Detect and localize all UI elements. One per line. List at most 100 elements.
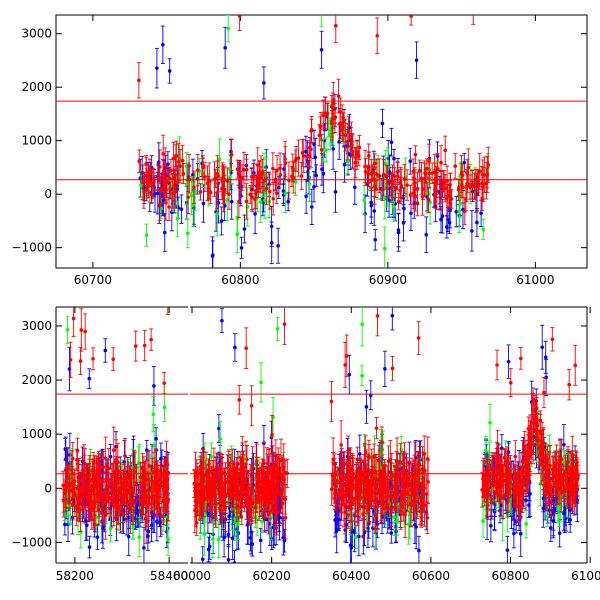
- data-marker: [331, 147, 335, 151]
- data-marker: [457, 210, 461, 214]
- data-marker: [366, 172, 370, 176]
- data-marker: [470, 229, 474, 233]
- x-tick-label: 60700: [74, 273, 112, 287]
- y-tick-label: 1000: [21, 134, 52, 148]
- data-point-top-blue: [380, 109, 384, 137]
- data-marker: [165, 180, 169, 184]
- y-tick-label: 0: [44, 187, 52, 201]
- data-point-top-blue: [262, 67, 266, 99]
- data-marker: [417, 549, 421, 553]
- data-marker: [206, 182, 210, 186]
- data-marker: [392, 157, 396, 161]
- data-marker: [142, 546, 146, 550]
- data-marker: [283, 157, 287, 161]
- data-marker: [249, 536, 253, 540]
- data-point-bottom-blue: [142, 527, 146, 568]
- data-point-bottom-blue: [505, 536, 509, 564]
- data-marker: [433, 193, 437, 197]
- data-point-top-red: [408, 185, 412, 204]
- y-tick-label: −1000: [11, 535, 52, 549]
- data-marker: [467, 166, 471, 170]
- data-point-bottom-blue: [103, 339, 107, 363]
- data-point-top-red: [439, 146, 443, 180]
- data-marker: [250, 175, 254, 179]
- y-tick-label: −1000: [11, 241, 52, 255]
- data-point-bottom-blue: [369, 381, 373, 410]
- data-marker: [393, 174, 397, 178]
- data-marker: [177, 160, 181, 164]
- x-tick-label: 60800: [491, 569, 529, 583]
- data-point-bottom-blue: [88, 536, 92, 558]
- data-marker: [394, 530, 398, 534]
- data-point-top-red: [296, 140, 300, 176]
- data-marker: [475, 221, 479, 225]
- data-marker: [202, 202, 206, 206]
- data-marker: [310, 128, 314, 132]
- data-point-top-green: [362, 186, 366, 215]
- y-tick-label: 3000: [21, 27, 52, 41]
- data-marker: [104, 349, 108, 353]
- data-marker: [439, 218, 443, 222]
- data-point-bottom-blue: [383, 351, 387, 386]
- data-marker: [144, 162, 148, 166]
- data-marker: [270, 241, 274, 245]
- data-marker: [213, 177, 217, 181]
- data-marker: [245, 200, 249, 204]
- data-marker: [259, 172, 263, 176]
- data-marker: [181, 159, 185, 163]
- data-marker: [169, 183, 173, 187]
- data-marker: [415, 58, 419, 62]
- data-marker: [438, 195, 442, 199]
- data-marker: [308, 154, 312, 158]
- data-marker: [326, 112, 330, 116]
- data-marker: [394, 187, 398, 191]
- data-marker: [399, 184, 403, 188]
- data-marker: [63, 523, 67, 527]
- data-marker: [373, 238, 377, 242]
- data-point-top-blue: [223, 27, 227, 68]
- data-marker: [413, 181, 417, 185]
- data-point-bottom-blue: [220, 309, 224, 333]
- data-marker: [358, 452, 362, 456]
- data-marker: [231, 537, 235, 541]
- data-point-top-blue: [304, 179, 308, 213]
- data-marker: [286, 200, 290, 204]
- data-marker: [445, 197, 449, 201]
- data-marker: [424, 180, 428, 184]
- data-marker: [373, 161, 377, 165]
- data-marker: [375, 173, 379, 177]
- data-marker: [320, 148, 324, 152]
- data-point-top-red: [287, 162, 291, 199]
- data-marker: [457, 186, 461, 190]
- x-tick-label: 61000: [516, 273, 554, 287]
- data-marker: [192, 185, 196, 189]
- data-marker: [304, 194, 308, 198]
- data-marker: [203, 175, 207, 179]
- y-tick-label: 0: [44, 481, 52, 495]
- data-marker: [147, 173, 151, 177]
- data-marker: [150, 193, 154, 197]
- data-marker: [341, 125, 345, 129]
- data-marker: [383, 367, 387, 371]
- data-point-top-blue: [281, 179, 285, 203]
- data-marker: [427, 198, 431, 202]
- data-marker: [408, 159, 412, 163]
- data-point-top-green: [383, 227, 387, 270]
- data-marker: [169, 169, 173, 173]
- data-marker: [478, 170, 482, 174]
- data-marker: [427, 171, 431, 175]
- data-point-top-red: [453, 154, 457, 179]
- data-point-top-red: [396, 162, 400, 189]
- data-point-bottom-blue: [347, 355, 351, 394]
- data-point-top-blue: [168, 59, 172, 83]
- data-marker: [154, 437, 158, 441]
- data-point-top-blue: [397, 214, 401, 252]
- data-marker: [324, 148, 328, 152]
- x-tick-label: 60800: [221, 273, 259, 287]
- data-point-top-green: [320, 0, 324, 26]
- data-marker: [267, 200, 271, 204]
- data-point-bottom-blue: [226, 522, 230, 546]
- data-point-top-red: [363, 150, 367, 182]
